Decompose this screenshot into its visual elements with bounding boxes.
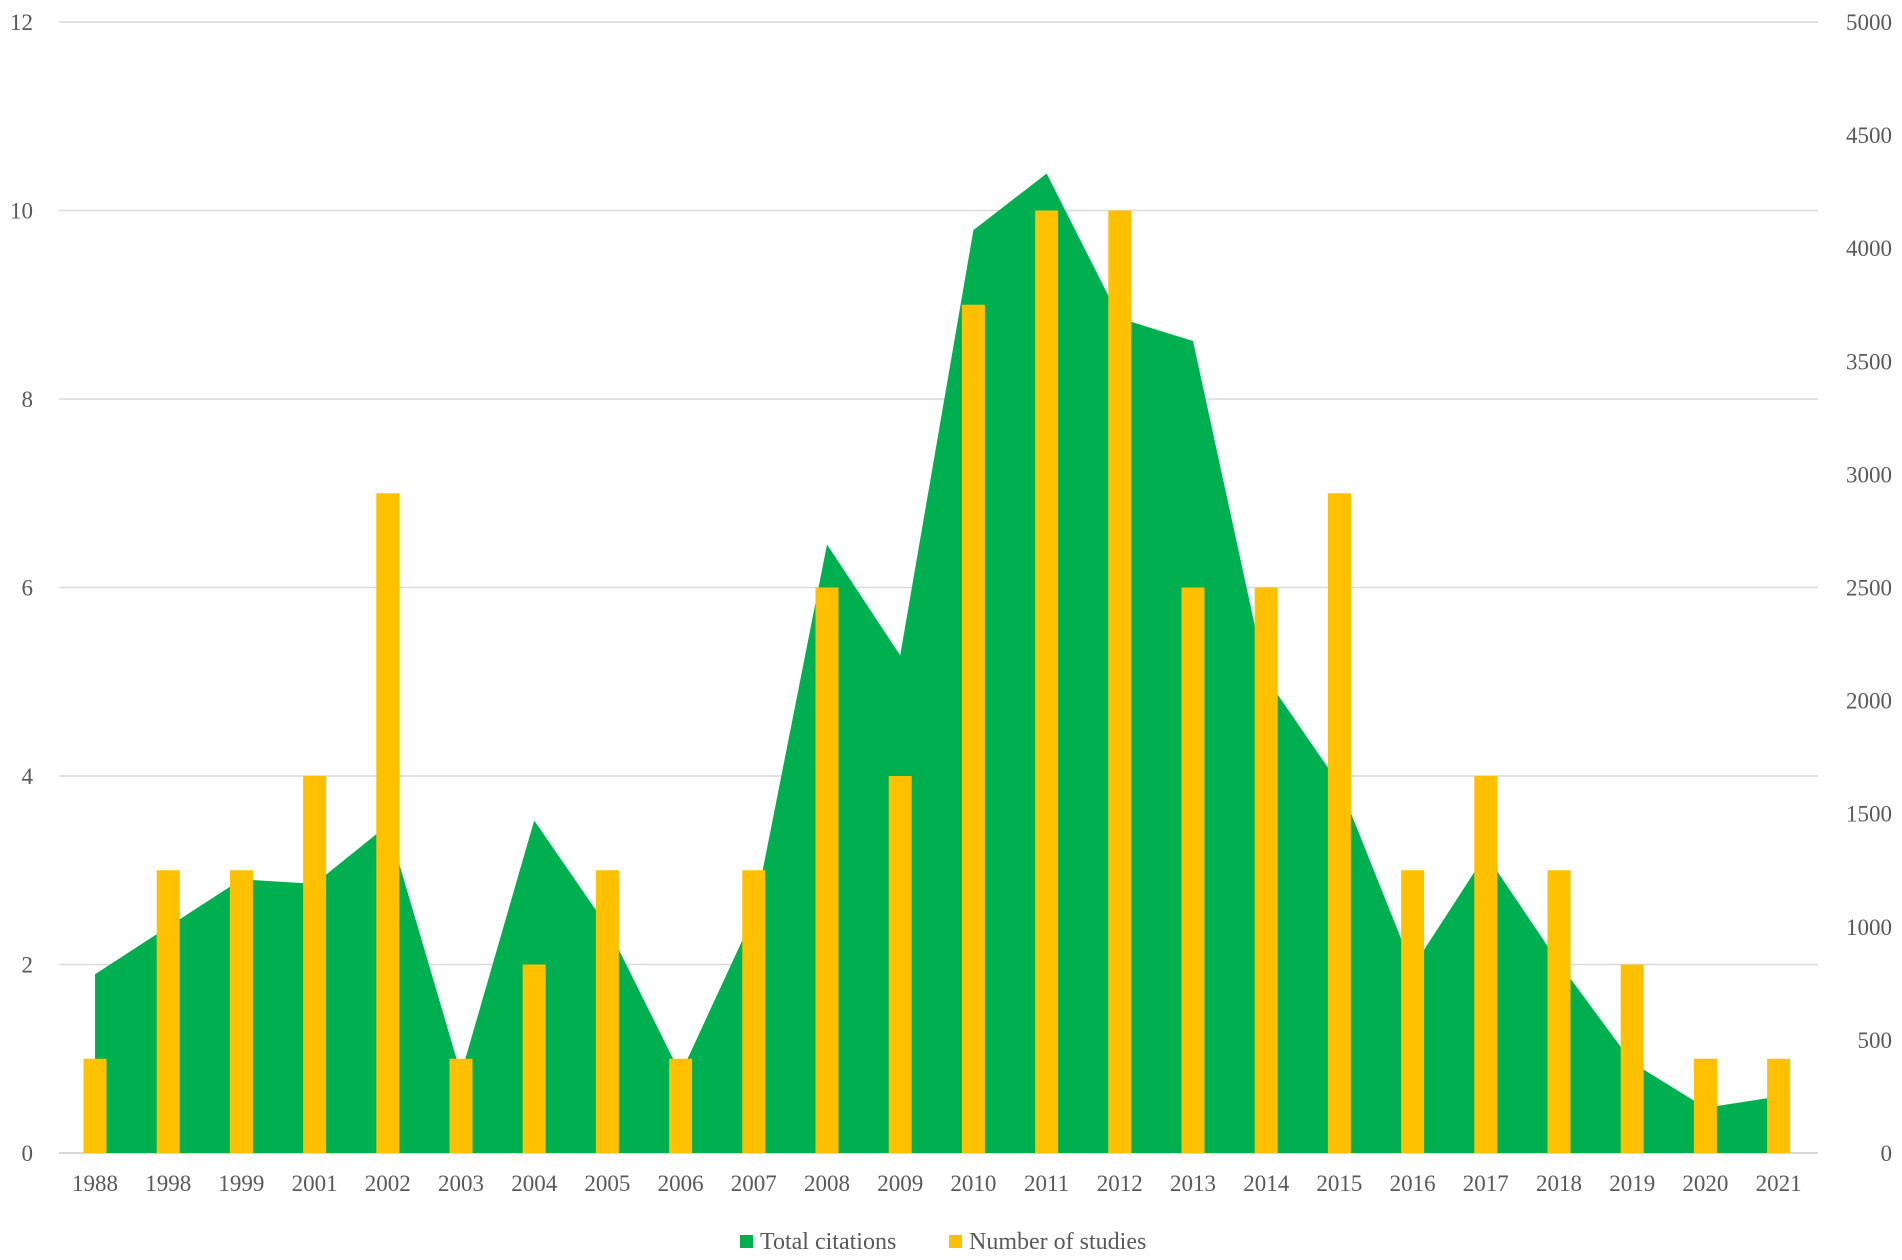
bar-2004 (522, 964, 546, 1153)
left-tick-2: 2 (22, 953, 34, 978)
right-axis: 0 500 1000 1500 2000 2500 3000 3500 4000 4500 5000 (1846, 10, 1892, 1166)
left-tick-6: 6 (22, 576, 34, 601)
x-tick-2018: 2018 (1536, 1171, 1582, 1196)
right-tick-1500: 1500 (1846, 802, 1892, 827)
bar-2015 (1327, 493, 1351, 1153)
legend: Total citations Number of studies (740, 1229, 1146, 1255)
right-tick-0: 0 (1881, 1141, 1893, 1166)
x-tick-2016: 2016 (1390, 1171, 1436, 1196)
bar-1999 (229, 870, 253, 1153)
legend-swatch-total-citations (740, 1235, 753, 1248)
bar-2019 (1620, 964, 1644, 1153)
left-tick-0: 0 (22, 1141, 34, 1166)
right-tick-2000: 2000 (1846, 689, 1892, 714)
right-tick-4000: 4000 (1846, 236, 1892, 261)
bar-2014 (1254, 587, 1278, 1153)
right-tick-1000: 1000 (1846, 915, 1892, 940)
legend-label-number-of-studies: Number of studies (969, 1229, 1146, 1255)
x-tick-2019: 2019 (1609, 1171, 1655, 1196)
x-tick-2007: 2007 (731, 1171, 777, 1196)
bar-2010 (961, 304, 985, 1153)
x-tick-2010: 2010 (950, 1171, 996, 1196)
x-tick-1988: 1988 (72, 1171, 118, 1196)
right-tick-5000: 5000 (1846, 10, 1892, 35)
bar-2002 (376, 493, 400, 1153)
right-tick-500: 500 (1858, 1028, 1893, 1053)
x-tick-2006: 2006 (658, 1171, 704, 1196)
x-tick-2004: 2004 (511, 1171, 558, 1196)
bar-2009 (888, 776, 912, 1153)
left-tick-12: 12 (10, 10, 33, 35)
left-tick-10: 10 (10, 199, 33, 224)
x-tick-2014: 2014 (1243, 1171, 1290, 1196)
x-tick-2013: 2013 (1170, 1171, 1216, 1196)
bar-1988 (83, 1058, 107, 1153)
x-tick-2003: 2003 (438, 1171, 484, 1196)
legend-label-total-citations: Total citations (760, 1229, 896, 1255)
right-tick-2500: 2500 (1846, 576, 1892, 601)
x-tick-2008: 2008 (804, 1171, 850, 1196)
x-tick-2002: 2002 (365, 1171, 411, 1196)
x-tick-2017: 2017 (1463, 1171, 1509, 1196)
bar-2001 (303, 776, 327, 1153)
bar-2011 (1035, 210, 1059, 1153)
bar-2020 (1693, 1058, 1717, 1153)
right-tick-3500: 3500 (1846, 349, 1892, 374)
x-axis: 1988 1998 1999 2001 2002 2003 2004 2005 2006 2007… (72, 1171, 1802, 1196)
x-tick-2020: 2020 (1682, 1171, 1728, 1196)
x-tick-2012: 2012 (1097, 1171, 1143, 1196)
bar-2017 (1474, 776, 1498, 1153)
bar-2016 (1401, 870, 1425, 1153)
right-tick-3000: 3000 (1846, 462, 1892, 487)
x-tick-2001: 2001 (292, 1171, 338, 1196)
number-of-studies-bar-layer (83, 210, 1791, 1153)
right-tick-4500: 4500 (1846, 123, 1892, 148)
x-tick-2009: 2009 (877, 1171, 923, 1196)
bar-1998 (156, 870, 180, 1153)
left-tick-8: 8 (22, 387, 34, 412)
bar-2013 (1181, 587, 1205, 1153)
x-tick-2005: 2005 (584, 1171, 630, 1196)
bar-2003 (449, 1058, 473, 1153)
bar-2021 (1767, 1058, 1791, 1153)
x-tick-2021: 2021 (1756, 1171, 1802, 1196)
left-tick-4: 4 (22, 764, 34, 789)
legend-swatch-number-of-studies (949, 1235, 962, 1248)
area-total-citations (95, 173, 1779, 1153)
bar-2012 (1108, 210, 1132, 1153)
bar-2006 (669, 1058, 693, 1153)
bar-2005 (595, 870, 619, 1153)
bar-2007 (742, 870, 766, 1153)
x-tick-2015: 2015 (1316, 1171, 1362, 1196)
total-citations-area-layer (94, 173, 1779, 1153)
x-tick-1999: 1999 (218, 1171, 264, 1196)
x-tick-1998: 1998 (145, 1171, 191, 1196)
x-tick-2011: 2011 (1024, 1171, 1069, 1196)
bar-2008 (815, 587, 839, 1153)
left-axis: 0 2 4 6 8 10 12 (10, 10, 34, 1166)
bar-2018 (1547, 870, 1571, 1153)
